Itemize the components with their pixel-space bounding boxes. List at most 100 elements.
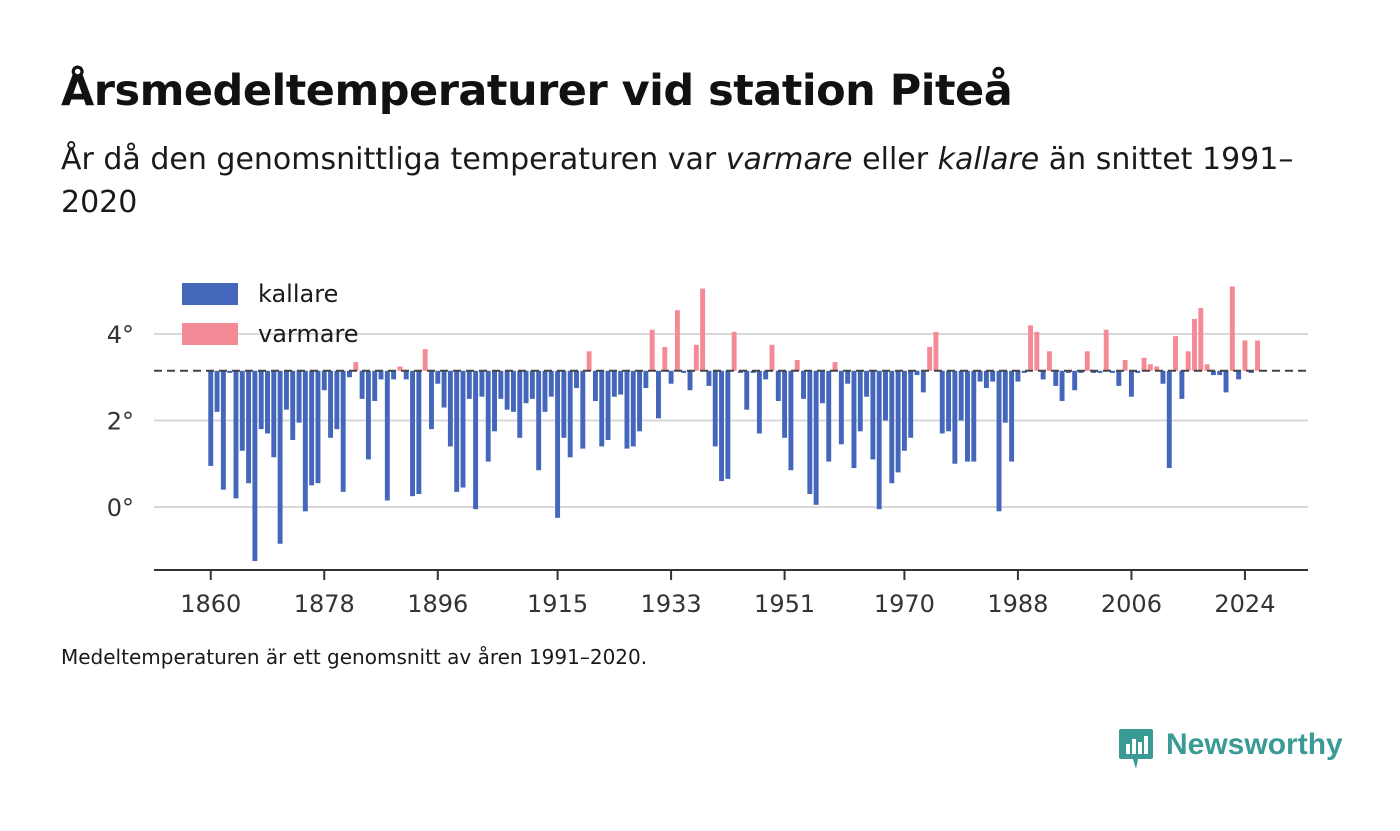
brand-name: Newsworthy bbox=[1166, 728, 1343, 761]
bar-kallare bbox=[492, 370, 497, 432]
bar-varmare bbox=[700, 288, 706, 371]
bar-kallare bbox=[1009, 370, 1015, 462]
bar-kallare bbox=[328, 370, 334, 438]
bar-kallare bbox=[1217, 370, 1223, 376]
bar-kallare bbox=[302, 370, 308, 512]
bar-kallare bbox=[529, 370, 535, 399]
bar-kallare bbox=[1166, 370, 1172, 469]
bar-kallare bbox=[548, 370, 554, 397]
newsworthy-logo: Newsworthy bbox=[1118, 727, 1343, 771]
bar-varmare bbox=[1173, 336, 1179, 371]
bar-kallare bbox=[246, 370, 252, 484]
bar-kallare bbox=[1236, 370, 1242, 380]
bar-kallare bbox=[252, 370, 258, 562]
bars bbox=[208, 286, 1261, 562]
bar-kallare bbox=[1040, 370, 1046, 380]
bar-kallare bbox=[592, 370, 598, 402]
bar-kallare bbox=[384, 370, 390, 501]
bar-varmare bbox=[353, 362, 359, 371]
bar-kallare bbox=[340, 370, 346, 492]
bar-kallare bbox=[1021, 370, 1027, 373]
bar-kallare bbox=[1210, 370, 1216, 376]
bar-kallare bbox=[901, 370, 907, 451]
bar-kallare bbox=[605, 370, 611, 440]
bar-kallare bbox=[1248, 370, 1254, 373]
legend-label-kallare: kallare bbox=[258, 280, 338, 308]
bar-kallare bbox=[290, 370, 296, 440]
bar-kallare bbox=[1223, 370, 1229, 393]
x-tick-label: 1951 bbox=[754, 590, 815, 618]
bar-kallare bbox=[965, 370, 970, 462]
bar-kallare bbox=[372, 370, 378, 402]
bar-kallare bbox=[876, 370, 882, 510]
x-tick-label: 1878 bbox=[294, 590, 355, 618]
newsworthy-logo-icon bbox=[1119, 729, 1153, 769]
subtitle-text-before: År då den genomsnittliga temperaturen va… bbox=[61, 142, 726, 177]
bar-varmare bbox=[769, 344, 775, 371]
bar-kallare bbox=[567, 370, 573, 458]
bar-kallare bbox=[838, 370, 844, 445]
bar-varmare bbox=[674, 310, 680, 371]
bar-kallare bbox=[624, 370, 630, 449]
bar-kallare bbox=[574, 370, 579, 389]
bar-kallare bbox=[347, 370, 352, 378]
footnote: Medeltemperaturen är ett genomsnitt av å… bbox=[61, 645, 648, 669]
subtitle-text-middle: eller bbox=[852, 142, 938, 177]
legend-label-varmare: varmare bbox=[258, 320, 359, 348]
bar-varmare bbox=[731, 331, 737, 371]
bar-kallare bbox=[851, 370, 857, 469]
bar-kallare bbox=[580, 370, 586, 449]
bar-kallare bbox=[883, 370, 888, 421]
bar-varmare bbox=[1147, 364, 1153, 371]
bar-kallare bbox=[870, 370, 876, 460]
x-tick-label: 2006 bbox=[1101, 590, 1162, 618]
bar-kallare bbox=[536, 370, 542, 471]
bar-varmare bbox=[1103, 329, 1109, 371]
bar-kallare bbox=[920, 370, 926, 393]
bar-kallare bbox=[208, 370, 214, 466]
bar-varmare bbox=[1034, 331, 1040, 371]
bar-kallare bbox=[498, 370, 504, 399]
bar-kallare bbox=[681, 370, 687, 373]
bar-kallare bbox=[265, 370, 270, 434]
bar-varmare bbox=[1046, 351, 1052, 371]
bar-kallare bbox=[283, 370, 289, 410]
bar-kallare bbox=[517, 370, 523, 438]
bar-kallare bbox=[706, 370, 712, 386]
subtitle-warm-word: varmare bbox=[725, 142, 853, 177]
bar-varmare bbox=[1185, 351, 1191, 371]
bar-kallare bbox=[1091, 370, 1097, 373]
bar-kallare bbox=[1053, 370, 1059, 386]
bar-varmare bbox=[933, 331, 939, 371]
bar-varmare bbox=[1229, 286, 1235, 371]
bar-kallare bbox=[447, 370, 453, 447]
bar-kallare bbox=[857, 370, 863, 432]
bar-varmare bbox=[1255, 340, 1261, 371]
bar-varmare bbox=[1198, 308, 1204, 371]
bar-kallare bbox=[296, 370, 302, 423]
bar-kallare bbox=[309, 370, 315, 486]
temperature-bar-chart: 0° 2° 4° 1860 1878 1896 1915 1933 1951 1970 1988 2… bbox=[107, 280, 1308, 618]
bar-kallare bbox=[435, 370, 441, 384]
bar-kallare bbox=[429, 370, 434, 430]
bar-varmare bbox=[1154, 366, 1160, 371]
y-tick-label: 4° bbox=[107, 321, 134, 349]
bar-kallare bbox=[391, 370, 397, 380]
bar-kallare bbox=[637, 370, 643, 432]
bar-kallare bbox=[277, 370, 283, 544]
bar-kallare bbox=[1110, 370, 1115, 373]
bar-kallare bbox=[712, 370, 718, 447]
bar-kallare bbox=[416, 370, 422, 495]
bar-kallare bbox=[788, 370, 794, 471]
bar-kallare bbox=[744, 370, 750, 410]
bar-kallare bbox=[1072, 370, 1078, 391]
bar-kallare bbox=[782, 370, 788, 438]
bar-varmare bbox=[832, 362, 838, 371]
subtitle-cold-word: kallare bbox=[937, 142, 1040, 177]
bar-kallare bbox=[939, 370, 945, 434]
bar-kallare bbox=[826, 370, 832, 462]
bar-kallare bbox=[523, 370, 529, 404]
page-subtitle: År då den genomsnittliga temperaturen va… bbox=[61, 138, 1301, 224]
bar-varmare bbox=[422, 349, 428, 371]
bar-varmare bbox=[397, 366, 403, 371]
